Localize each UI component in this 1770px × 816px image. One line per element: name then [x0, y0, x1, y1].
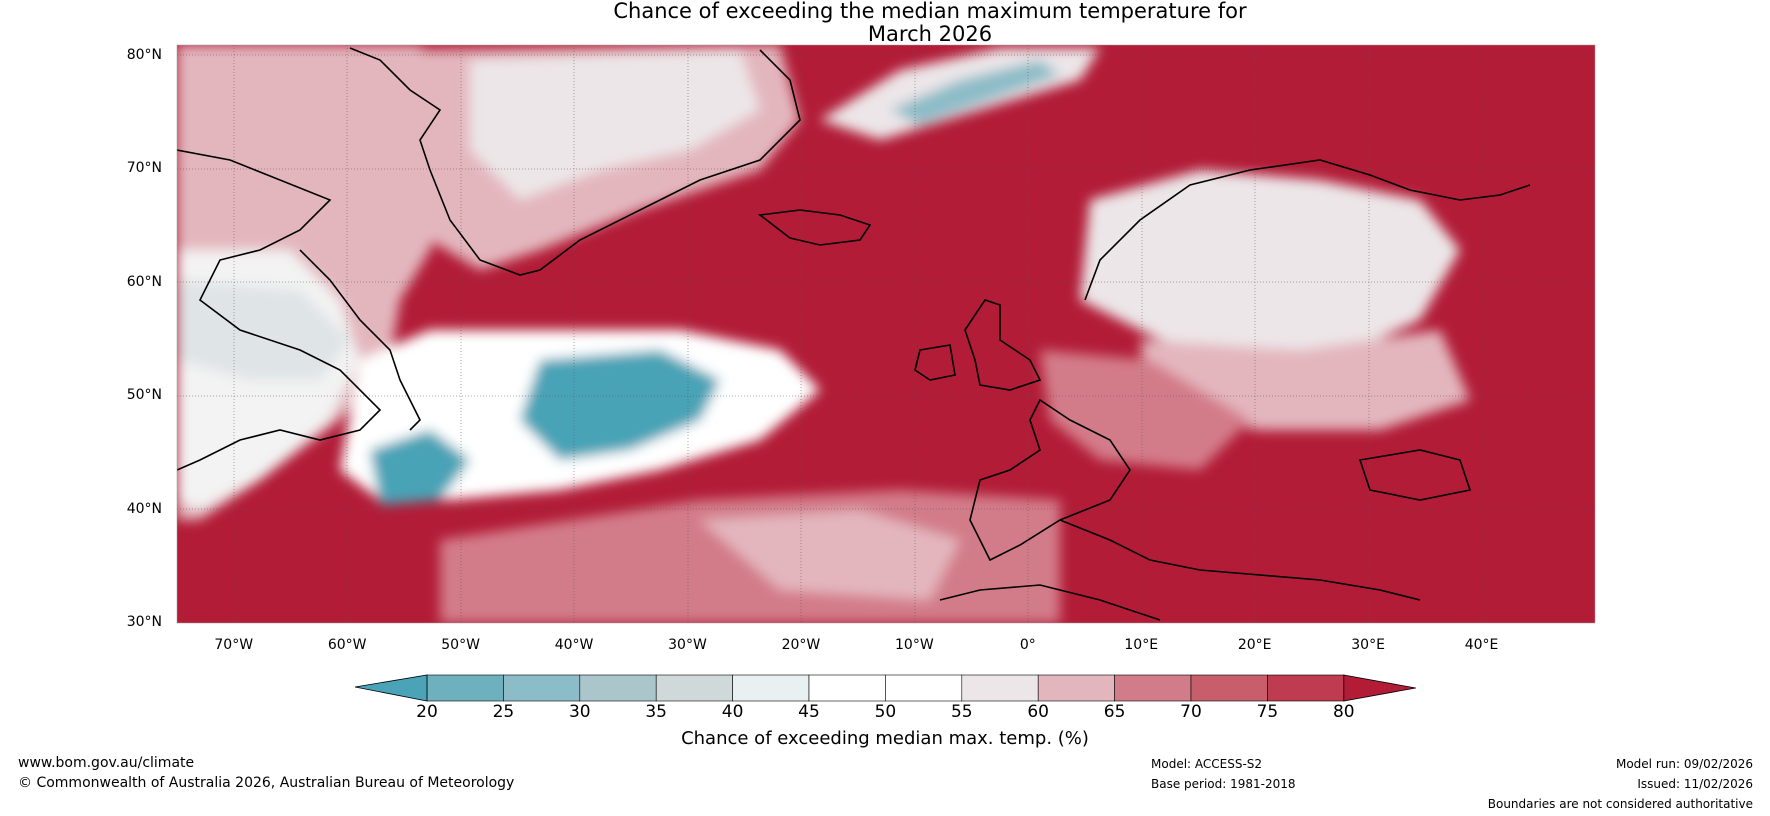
colorbar-segment	[808, 674, 886, 702]
colorbar-segment	[732, 674, 810, 702]
footer-issued: Issued: 11/02/2026	[1637, 777, 1753, 791]
colorbar-label: Chance of exceeding median max. temp. (%…	[681, 728, 1089, 749]
colorbar-segment	[1190, 674, 1268, 702]
colorbar-tick: 25	[492, 702, 515, 722]
footer-disclaimer: Boundaries are not considered authoritat…	[1487, 797, 1753, 811]
colorbar-tick: 65	[1103, 702, 1126, 722]
lat-label: 80°N	[126, 46, 162, 63]
colorbar-segment	[1267, 674, 1345, 702]
title-line-2: March 2026	[867, 22, 993, 46]
lat-label: 40°N	[126, 500, 162, 517]
region-europe-pink	[1040, 350, 1250, 470]
colorbar-tick: 45	[798, 702, 820, 722]
colorbar-tick: 50	[874, 702, 897, 722]
lon-label: 10°W	[895, 637, 934, 653]
coast-europe	[969, 398, 1131, 562]
footer-model-run: Model run: 09/02/2026	[1615, 757, 1753, 771]
map-title: Chance of exceeding the median maximum t…	[0, 0, 1770, 46]
coast-scandinavia	[1084, 159, 1531, 301]
lon-label: 20°E	[1237, 637, 1272, 653]
region-greenland-white	[470, 50, 760, 200]
lon-label: 20°W	[781, 637, 821, 653]
footer-url[interactable]: www.bom.gov.au/climate	[18, 755, 195, 771]
colorbar-segment	[1114, 674, 1192, 702]
footer-copyright: © Commonwealth of Australia 2026, Austra…	[18, 775, 515, 791]
lat-label: 30°N	[126, 614, 162, 630]
coast-ireland	[914, 344, 956, 381]
lon-label: 40°E	[1464, 637, 1499, 653]
colorbar	[354, 674, 1416, 702]
colorbar-segment	[503, 674, 581, 702]
colorbar-segment	[579, 674, 657, 702]
colorbar-segment	[961, 674, 1039, 702]
region-subtropics-light	[700, 510, 960, 600]
colorbar-segment	[655, 674, 733, 702]
coast-iceland	[757, 209, 872, 246]
colorbar-tick: 35	[645, 702, 667, 722]
region-atlantic-blue	[520, 350, 720, 460]
lat-label: 60°N	[126, 273, 162, 290]
colorbar-high-arrow	[1343, 674, 1416, 702]
colorbar-tick: 40	[721, 702, 744, 722]
colorbar-tick: 80	[1332, 702, 1355, 722]
footer-base-period: Base period: 1981-2018	[1151, 777, 1296, 791]
coast-labrador	[299, 249, 421, 431]
colorbar-tick: 75	[1256, 702, 1279, 722]
coast-britain	[964, 299, 1042, 391]
coast-greenland	[429, 49, 801, 276]
colorbar-tick: 30	[568, 702, 591, 722]
colorbar-tick: 70	[1180, 702, 1202, 722]
colorbar-tick: 55	[950, 702, 973, 722]
colorbar-low-arrow	[354, 674, 428, 702]
lon-label: 40°W	[554, 637, 594, 653]
lon-label: 10°E	[1124, 637, 1159, 653]
lat-label: 70°N	[126, 160, 162, 176]
lat-label: 50°N	[126, 387, 162, 403]
lon-label: 60°W	[327, 637, 367, 653]
coast-africa	[939, 584, 1161, 621]
lon-label: 30°W	[668, 637, 707, 653]
region-scandinavia-white	[1080, 170, 1460, 360]
lon-label: 0°	[1019, 637, 1036, 653]
colorbar-segment	[885, 674, 963, 702]
region-atlantic-blue-2	[370, 430, 470, 505]
colorbar-tick: 60	[1027, 702, 1049, 722]
coast-canada	[177, 149, 382, 471]
colorbar-segment	[1037, 674, 1115, 702]
coastlines	[177, 47, 1531, 621]
lon-label: 70°W	[214, 637, 254, 653]
lon-label: 30°E	[1351, 637, 1385, 653]
colorbar-tick: 20	[416, 702, 438, 722]
coast-black-sea	[1358, 449, 1472, 501]
region-arctic-blue	[890, 60, 1060, 125]
lon-label: 50°W	[441, 637, 480, 653]
coast-greenland-west	[349, 47, 442, 171]
region-canada-grey	[177, 280, 350, 380]
footer-model: Model: ACCESS-S2	[1151, 757, 1263, 771]
coast-mediterranean	[1059, 519, 1421, 601]
title-line-1: Chance of exceeding the median maximum t…	[613, 0, 1247, 23]
colorbar-segment	[426, 674, 504, 702]
